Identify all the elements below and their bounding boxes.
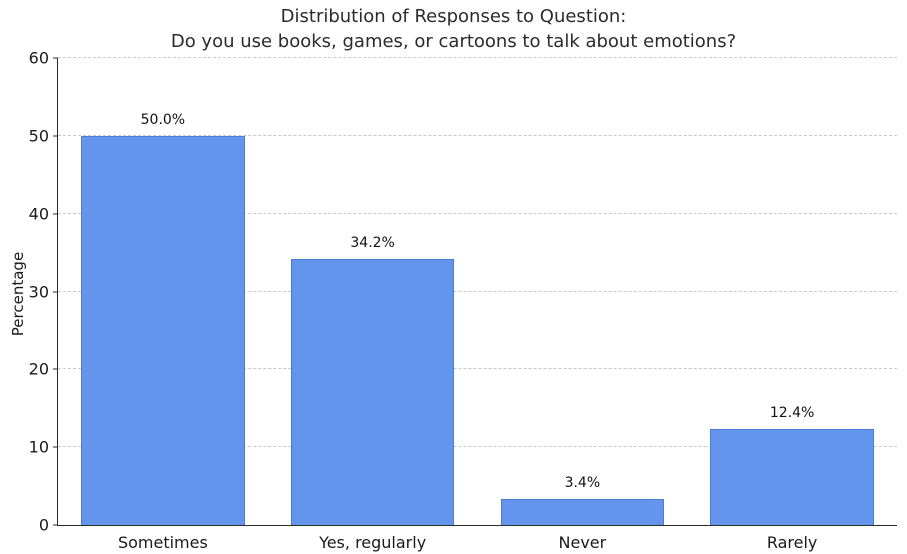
- y-axis-label: Percentage: [9, 251, 27, 337]
- y-tick-label-40: 40: [28, 204, 49, 224]
- bar-2: [500, 498, 665, 525]
- bar-value-label-0: 50.0%: [140, 111, 186, 128]
- chart-title-line-2: Do you use books, games, or cartoons to …: [170, 31, 737, 52]
- bar-slot-2: 3.4% Never: [478, 58, 688, 552]
- y-tick-mark-30: [53, 291, 58, 292]
- y-tick-mark-20: [53, 368, 58, 370]
- bar-1: [290, 258, 455, 525]
- x-tick-label-1: Yes, regularly: [319, 533, 427, 552]
- bar-value-label-1: 34.2%: [350, 234, 395, 251]
- bars-row: 50.0% Sometimes 34.2% Yes, regularly 3.4% Nev…: [58, 58, 897, 552]
- bar-value-label-3: 12.4%: [769, 404, 815, 421]
- bar-3: [710, 428, 874, 525]
- bar-slot-3: 12.4% Rarely: [687, 58, 897, 552]
- y-tick-mark-60: [53, 57, 58, 59]
- gridline-y-40: [58, 212, 897, 214]
- y-tick-label-0: 0: [38, 515, 49, 535]
- chart-title: Distribution of Responses to Question: D…: [0, 4, 907, 54]
- x-tick-label-0: Sometimes: [117, 533, 208, 552]
- bar-0: [81, 135, 245, 525]
- chart-title-line-1: Distribution of Responses to Question:: [280, 6, 627, 27]
- y-tick-label-20: 20: [28, 359, 49, 379]
- gridline-y-30: [58, 290, 897, 292]
- gridline-y-10: [58, 446, 897, 448]
- x-tick-label-2: Never: [558, 533, 607, 552]
- y-tick-label-50: 50: [28, 126, 49, 146]
- y-tick-mark-50: [53, 135, 58, 137]
- bar-value-label-2: 3.4%: [564, 474, 601, 491]
- y-tick-label-60: 60: [28, 48, 49, 68]
- bar-slot-0: 50.0% Sometimes: [58, 58, 268, 552]
- y-tick-mark-10: [53, 446, 58, 448]
- gridline-y-60: [58, 57, 897, 58]
- gridline-y-50: [58, 134, 897, 136]
- y-tick-label-30: 30: [28, 282, 49, 301]
- gridline-y-20: [58, 368, 897, 370]
- x-tick-label-3: Rarely: [766, 533, 818, 552]
- bar-slot-1: 34.2% Yes, regularly: [268, 58, 478, 552]
- y-tick-mark-40: [53, 213, 58, 215]
- plot-area: 0 10 20 30 40 50 60 50.0% Sometimes 34.2% Yes, re…: [29, 49, 897, 552]
- y-tick-label-10: 10: [28, 437, 49, 457]
- y-tick-mark-0: [53, 524, 58, 526]
